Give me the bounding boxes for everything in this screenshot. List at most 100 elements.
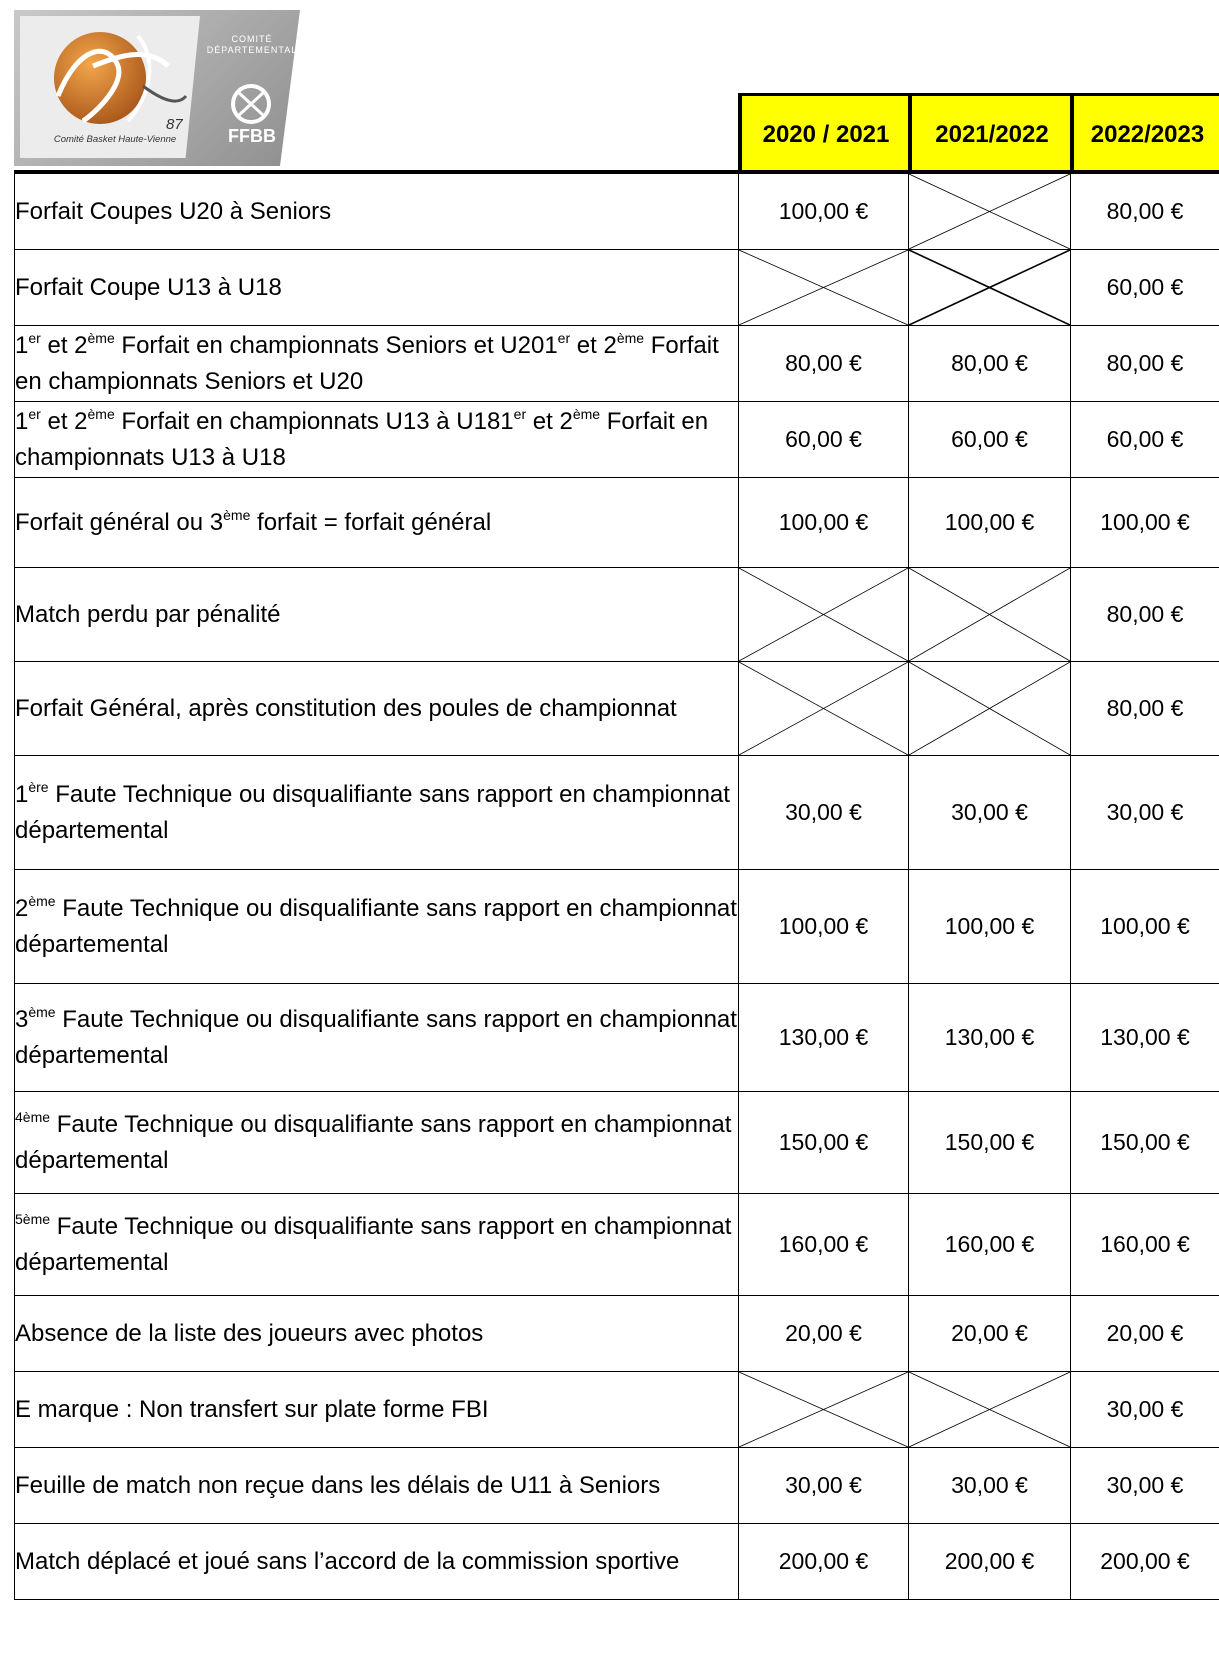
table-row: Forfait Coupes U20 à Seniors 100,00 € 80,0… [14, 173, 1219, 250]
fee-amount-text: 30,00 € [951, 799, 1028, 825]
fee-amount-text: 100,00 € [1100, 913, 1190, 939]
description-text: et 2 [40, 331, 88, 359]
description-text: Forfait Coupes U20 à Seniors [15, 197, 332, 225]
description-text: Match déplacé et joué sans l’accord de l… [15, 1547, 680, 1575]
fee-amount-text: 100,00 € [1100, 509, 1190, 535]
fee-amount-text: 130,00 € [944, 1024, 1035, 1050]
cross-line [909, 250, 1070, 325]
fee-description: Forfait Général, après constitution des … [14, 661, 739, 756]
fees-table: Forfait Coupes U20 à Seniors 100,00 € 80,0… [14, 173, 1219, 1600]
cross-mark [909, 174, 1070, 249]
fee-amount-text: 80,00 € [1106, 601, 1184, 627]
fee-amount: 160,00 € [738, 1193, 909, 1296]
description-text: Forfait en championnats U13 à U181 [114, 407, 514, 435]
superscript-text: ème [28, 1003, 56, 1020]
cross-line [909, 1372, 1070, 1447]
description-text: Feuille de match non reçue dans les déla… [15, 1471, 661, 1499]
crossed-out-cell [908, 249, 1071, 326]
superscript-text: ère [28, 778, 49, 795]
header-season-2021-2022: 2021/2022 [908, 93, 1072, 173]
fee-amount-text: 130,00 € [1100, 1024, 1190, 1050]
table-row: 4ème Faute Technique ou disqualifiante s… [14, 1091, 1219, 1194]
crossed-out-cell [738, 661, 909, 756]
description-text: Forfait en championnats U13 à U18 [15, 407, 709, 471]
description-text: forfait = forfait général [250, 508, 492, 536]
superscript-text: ème [28, 892, 56, 909]
fee-amount-text: 200,00 € [944, 1548, 1035, 1574]
table-row: Forfait Général, après constitution des … [14, 661, 1219, 756]
description-text: et 2 [40, 407, 88, 435]
header-season-2020-2021: 2020 / 2021 [738, 93, 910, 173]
cross-line [909, 662, 1070, 755]
table-row: Feuille de match non reçue dans les déla… [14, 1447, 1219, 1524]
superscript-text: 4ème [15, 1108, 51, 1125]
description-text: 3 [15, 1005, 29, 1033]
cross-mark [739, 250, 908, 325]
table-row: Absence de la liste des joueurs avec pho… [14, 1295, 1219, 1372]
crossed-out-cell [908, 173, 1071, 250]
fee-amount: 60,00 € [1070, 249, 1219, 326]
fee-amount-text: 200,00 € [778, 1548, 869, 1574]
fee-amount-text: 30,00 € [1106, 799, 1184, 825]
fee-description: Match perdu par pénalité [14, 567, 739, 662]
description-text: Faute Technique ou disqualifiante sans r… [15, 1212, 732, 1276]
fee-amount: 60,00 € [908, 401, 1071, 478]
superscript-text: er [513, 405, 527, 422]
fee-amount: 30,00 € [908, 1447, 1071, 1524]
fee-amount-text: 30,00 € [1106, 1472, 1184, 1498]
fee-amount: 100,00 € [1070, 869, 1219, 984]
cross-mark [739, 568, 908, 661]
fee-amount: 30,00 € [738, 1447, 909, 1524]
fee-amount: 20,00 € [1070, 1295, 1219, 1372]
superscript-text: er [28, 329, 41, 346]
fee-amount: 200,00 € [908, 1523, 1071, 1600]
fee-amount: 200,00 € [738, 1523, 909, 1600]
fee-amount: 80,00 € [1070, 661, 1219, 756]
description-text: Forfait Général, après constitution des … [15, 694, 677, 722]
fee-amount: 20,00 € [908, 1295, 1071, 1372]
description-text: Forfait général ou 3 [15, 508, 224, 536]
table-row: 1ère Faute Technique ou disqualifiante s… [14, 755, 1219, 870]
fee-description: 4ème Faute Technique ou disqualifiante s… [14, 1091, 739, 1194]
fee-amount: 80,00 € [738, 325, 909, 402]
crossed-out-cell [908, 567, 1071, 662]
cross-line [739, 568, 908, 661]
description-text: Forfait en championnats Seniors et U20 [15, 331, 719, 395]
logo-caption: Comité Basket Haute-Vienne [53, 134, 177, 145]
crossed-out-cell [908, 661, 1071, 756]
fee-amount-text: 160,00 € [1100, 1231, 1190, 1257]
fee-amount-text: 60,00 € [1106, 274, 1184, 300]
description-text: Forfait en championnats Seniors et U201 [114, 331, 558, 359]
table-row: 5ème Faute Technique ou disqualifiante s… [14, 1193, 1219, 1296]
fee-amount: 30,00 € [1070, 1371, 1219, 1448]
crossed-out-cell [908, 1371, 1071, 1448]
description-text: Match perdu par pénalité [15, 600, 281, 628]
fee-amount-text: 20,00 € [1106, 1320, 1184, 1346]
fee-amount: 200,00 € [1070, 1523, 1219, 1600]
fee-amount-text: 80,00 € [1106, 350, 1184, 376]
cross-mark [909, 568, 1070, 661]
fee-amount-text: 20,00 € [951, 1320, 1028, 1346]
committee-logo: 87 Comité Basket Haute-Vienne COMITÉ DÉP… [14, 10, 300, 166]
fee-amount: 30,00 € [1070, 755, 1219, 870]
fee-description: 1er et 2ème Forfait en championnats Seni… [14, 325, 739, 402]
superscript-text: er [557, 329, 571, 346]
table-row: 2ème Faute Technique ou disqualifiante s… [14, 869, 1219, 984]
fee-amount: 60,00 € [1070, 401, 1219, 478]
fee-amount: 150,00 € [1070, 1091, 1219, 1194]
header-divider [14, 170, 1219, 174]
fee-amount-text: 200,00 € [1100, 1548, 1190, 1574]
fee-amount-text: 80,00 € [1106, 695, 1184, 721]
superscript-text: ème [572, 405, 601, 422]
fee-amount-text: 100,00 € [944, 913, 1035, 939]
description-text: 1 [15, 407, 29, 435]
crossed-out-cell [738, 567, 909, 662]
fee-description: 5ème Faute Technique ou disqualifiante s… [14, 1193, 739, 1296]
fee-amount: 100,00 € [1070, 477, 1219, 568]
table-row: Match perdu par pénalité 80,00 € [14, 567, 1219, 662]
table-row: 1er et 2ème Forfait en championnats Seni… [14, 325, 1219, 402]
fee-amount: 20,00 € [738, 1295, 909, 1372]
fee-amount: 150,00 € [738, 1091, 909, 1194]
fee-amount: 30,00 € [738, 755, 909, 870]
fee-amount: 130,00 € [1070, 983, 1219, 1092]
